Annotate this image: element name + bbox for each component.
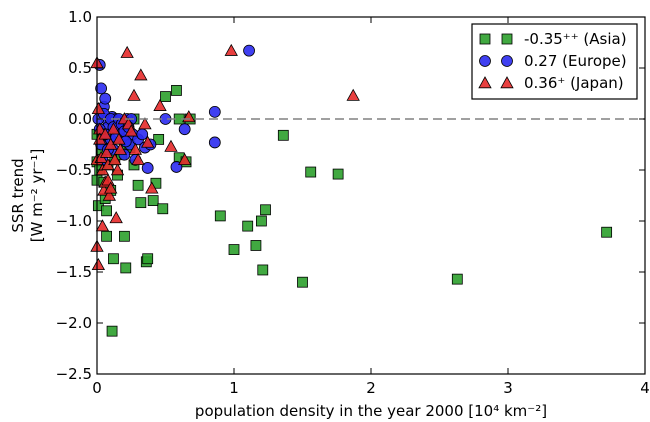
japan-point bbox=[98, 127, 112, 140]
japan-point bbox=[128, 142, 143, 155]
asia-point bbox=[101, 230, 112, 242]
europe-point bbox=[141, 162, 154, 174]
asia-point bbox=[132, 179, 144, 191]
legend-box bbox=[471, 23, 638, 100]
legend-marker-japan bbox=[478, 76, 492, 89]
x-tick-label: 2 bbox=[366, 379, 376, 397]
japan-point bbox=[153, 98, 167, 111]
asia-point bbox=[171, 85, 182, 96]
asia-point bbox=[108, 253, 119, 265]
japan-point bbox=[108, 152, 122, 166]
japan-point bbox=[104, 181, 118, 194]
japan-point bbox=[164, 139, 178, 152]
asia-point bbox=[120, 262, 132, 274]
europe-point bbox=[178, 123, 191, 136]
asia-point bbox=[255, 215, 267, 227]
japan-point bbox=[99, 145, 114, 158]
asia-point bbox=[153, 133, 165, 145]
x-tick-label: 0 bbox=[92, 379, 102, 397]
japan-point bbox=[106, 122, 121, 135]
japan-point bbox=[224, 43, 238, 56]
legend-marker-asia bbox=[501, 33, 513, 45]
asia-point bbox=[135, 197, 147, 209]
legend: -0.35⁺⁺ (Asia) 0.27 (Europe) 0.36⁺ (Japa… bbox=[471, 23, 638, 100]
y-tick-label: −1.5 bbox=[56, 263, 92, 281]
y-tick-label: −1.0 bbox=[56, 212, 92, 230]
asia-point bbox=[305, 166, 317, 178]
y-tick-label: 0.5 bbox=[68, 59, 92, 77]
x-tick-label: 3 bbox=[503, 379, 513, 397]
japan-point bbox=[112, 132, 126, 145]
y-tick-label: −0.5 bbox=[56, 161, 92, 179]
asia-point bbox=[332, 168, 344, 180]
europe-point bbox=[208, 105, 221, 118]
asia-point bbox=[119, 230, 130, 242]
x-tick-label: 1 bbox=[229, 379, 239, 397]
y-axis-title-line-1: SSR trend bbox=[9, 158, 27, 232]
data-marks bbox=[90, 43, 613, 337]
japan-point bbox=[346, 88, 360, 101]
japan-point bbox=[131, 152, 145, 166]
asia-point bbox=[160, 91, 171, 102]
japan-point bbox=[138, 117, 152, 130]
legend-marker-europe bbox=[501, 55, 513, 67]
legend-marker-asia bbox=[479, 33, 491, 45]
japan-point bbox=[145, 181, 159, 194]
japan-point bbox=[120, 45, 134, 58]
y-tick-label: 1.0 bbox=[68, 8, 92, 26]
axis-ticks: 0 1 2 3 4 1.0 0.5 0.0 −0.5 −1.0 −1.5 −2.0 −2.5 bbox=[56, 8, 650, 397]
japan-point bbox=[124, 124, 138, 137]
y-axis-title-line-2: [W m⁻² yr⁻¹] bbox=[28, 149, 46, 243]
japan-point bbox=[109, 211, 123, 224]
europe-point bbox=[95, 82, 108, 95]
japan-point bbox=[95, 219, 110, 232]
asia-point bbox=[101, 205, 112, 217]
asia-point bbox=[214, 210, 226, 222]
legend-label-europe: 0.27 (Europe) bbox=[524, 52, 627, 70]
legend-label-japan: 0.36⁺ (Japan) bbox=[524, 74, 624, 92]
asia-point bbox=[250, 240, 262, 251]
asia-point bbox=[277, 129, 289, 141]
europe-point bbox=[208, 136, 221, 149]
asia-point bbox=[297, 276, 308, 288]
y-tick-label: −2.5 bbox=[56, 365, 92, 383]
asia-point bbox=[147, 195, 159, 207]
x-tick-label: 4 bbox=[640, 379, 650, 397]
japan-point bbox=[102, 188, 117, 201]
japan-point bbox=[127, 88, 141, 101]
europe-point bbox=[243, 44, 255, 57]
asia-point bbox=[157, 203, 169, 215]
japan-point bbox=[110, 163, 125, 176]
asia-point bbox=[257, 264, 269, 276]
asia-point bbox=[142, 253, 154, 265]
y-tick-label: −2.0 bbox=[56, 314, 92, 332]
japan-point bbox=[178, 152, 192, 166]
asia-point bbox=[106, 325, 118, 337]
asia-point bbox=[260, 204, 271, 216]
asia-point bbox=[601, 226, 613, 238]
legend-marker-europe bbox=[479, 55, 491, 67]
japan-point bbox=[134, 68, 148, 81]
asia-point bbox=[451, 273, 463, 285]
japan-point bbox=[141, 135, 155, 148]
japan-point bbox=[113, 142, 127, 155]
europe-point bbox=[99, 92, 112, 105]
legend-label-asia: -0.35⁺⁺ (Asia) bbox=[524, 30, 627, 48]
legend-marker-japan bbox=[500, 76, 514, 89]
europe-point bbox=[136, 128, 149, 141]
japan-point bbox=[91, 101, 106, 114]
x-axis-title: population density in the year 2000 [10⁴… bbox=[195, 402, 547, 420]
japan-point bbox=[91, 258, 106, 271]
asia-point bbox=[228, 244, 240, 255]
asia-point bbox=[242, 220, 254, 232]
y-tick-label: 0.0 bbox=[68, 110, 92, 128]
